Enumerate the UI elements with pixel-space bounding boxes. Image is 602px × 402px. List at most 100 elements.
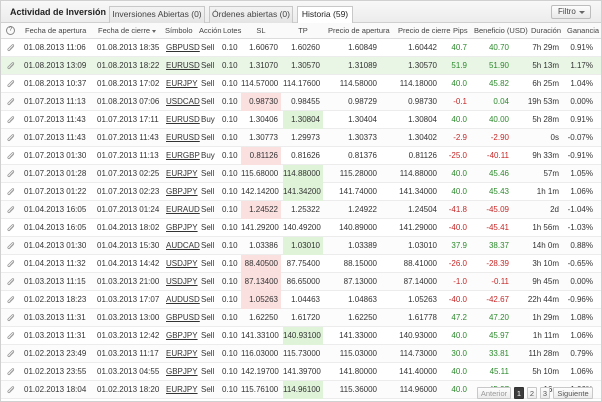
col-profit[interactable]: Beneficio (USD): [474, 26, 528, 35]
table-row[interactable]: 01.08.2013 11:06 01.08.2013 18:35 GBPUSD Se…: [1, 39, 601, 57]
paperclip-icon[interactable]: [7, 278, 16, 287]
cell-symbol[interactable]: GBPJPY: [166, 187, 198, 196]
paperclip-icon[interactable]: [7, 80, 16, 89]
filter-dropdown[interactable]: Filtro: [551, 5, 591, 19]
cell-op: 115.28000: [339, 169, 377, 178]
table-row[interactable]: 01.02.2013 18:04 01.02.2013 18:20 EURJPY Se…: [1, 381, 601, 399]
cell-action: Sell: [201, 313, 215, 322]
paperclip-icon[interactable]: [7, 170, 16, 179]
cell-dur: 16m: [543, 385, 559, 394]
paperclip-icon[interactable]: [7, 386, 16, 395]
cell-symbol[interactable]: EURGBP: [166, 151, 200, 160]
cell-symbol[interactable]: GBPUSD: [166, 313, 200, 322]
tab-open-orders[interactable]: Órdenes abiertas (0): [209, 6, 293, 23]
table-row[interactable]: 01.03.2013 11:15 01.03.2013 21:00 USDJPY Se…: [1, 273, 601, 291]
cell-symbol[interactable]: GBPJPY: [166, 367, 198, 376]
cell-op: 1.30404: [348, 115, 377, 124]
cell-sl: 87.13400: [241, 273, 281, 291]
paperclip-icon[interactable]: [7, 224, 16, 233]
cell-op: 88.15000: [343, 259, 377, 268]
table-row[interactable]: 01.08.2013 10:37 01.08.2013 17:02 EURJPY Se…: [1, 75, 601, 93]
page-2-button[interactable]: 2: [527, 387, 537, 399]
cell-symbol[interactable]: USDJPY: [166, 277, 198, 286]
paperclip-icon[interactable]: [7, 98, 16, 107]
next-page-button[interactable]: Siguiente: [553, 387, 593, 399]
paperclip-icon[interactable]: [7, 44, 16, 53]
cell-lots: 0.10: [222, 205, 238, 214]
help-circle-icon[interactable]: ?: [6, 26, 15, 35]
cell-symbol[interactable]: EURJPY: [166, 169, 198, 178]
cell-cp: 141.34000: [399, 187, 437, 196]
paperclip-icon[interactable]: [7, 368, 16, 377]
cell-symbol[interactable]: EURAUD: [166, 205, 200, 214]
table-row[interactable]: 01.07.2013 01:28 01.07.2013 02:25 EURJPY Se…: [1, 165, 601, 183]
paperclip-icon[interactable]: [7, 350, 16, 359]
col-lots[interactable]: Lotes: [223, 26, 242, 35]
page-1-button[interactable]: 1: [514, 387, 524, 399]
paperclip-icon[interactable]: [7, 134, 16, 143]
table-row[interactable]: 01.07.2013 11:13 01.08.2013 07:06 USDCAD Se…: [1, 93, 601, 111]
col-action[interactable]: Acción: [199, 26, 222, 35]
col-tp[interactable]: TP: [298, 26, 308, 35]
prev-page-button[interactable]: Anterior: [477, 387, 511, 399]
col-open-date[interactable]: Fecha de apertura: [25, 26, 87, 35]
cell-open: 01.02.2013 18:23: [24, 295, 87, 304]
paperclip-icon[interactable]: [7, 332, 16, 341]
paperclip-icon[interactable]: [7, 314, 16, 323]
cell-action: Buy: [201, 115, 215, 124]
cell-sl: 115.68000: [241, 169, 279, 178]
table-row[interactable]: 01.04.2013 01:30 01.04.2013 15:30 AUDCAD Se…: [1, 237, 601, 255]
cell-cp: 1.05263: [408, 295, 437, 304]
table-row[interactable]: 01.07.2013 01:22 01.07.2013 02:23 GBPJPY Se…: [1, 183, 601, 201]
table-row[interactable]: 01.03.2013 11:31 01.03.2013 12:42 GBPJPY Se…: [1, 327, 601, 345]
table-row[interactable]: 01.07.2013 11:43 01.07.2013 11:43 EURUSD Se…: [1, 129, 601, 147]
table-row[interactable]: 01.02.2013 18:23 01.03.2013 17:07 AUDUSD Se…: [1, 291, 601, 309]
table-row[interactable]: 01.08.2013 13:09 01.08.2013 18:22 EURUSD Se…: [1, 57, 601, 75]
paperclip-icon[interactable]: [7, 296, 16, 305]
col-pips[interactable]: Pips: [453, 26, 468, 35]
table-row[interactable]: 01.02.2013 23:55 01.03.2013 04:55 GBPJPY Se…: [1, 363, 601, 381]
col-close-price[interactable]: Precio de cierre: [398, 26, 451, 35]
table-row[interactable]: 01.02.2013 23:49 01.03.2013 11:17 EURJPY Se…: [1, 345, 601, 363]
table-row[interactable]: 01.04.2013 11:32 01.04.2013 14:42 USDJPY Se…: [1, 255, 601, 273]
cell-dur: 5h 10m: [532, 367, 559, 376]
table-row[interactable]: 01.04.2013 16:05 01.04.2013 18:02 GBPJPY Se…: [1, 219, 601, 237]
paperclip-icon[interactable]: [7, 188, 16, 197]
cell-symbol[interactable]: AUDUSD: [166, 295, 200, 304]
cell-symbol[interactable]: EURUSD: [166, 61, 200, 70]
table-row[interactable]: 01.07.2013 11:43 01.07.2013 17:11 EURUSD Bu…: [1, 111, 601, 129]
col-open-price[interactable]: Precio de apertura: [328, 26, 390, 35]
paperclip-icon[interactable]: [7, 242, 16, 251]
paperclip-icon[interactable]: [7, 260, 16, 269]
cell-symbol[interactable]: GBPJPY: [166, 223, 198, 232]
col-duration[interactable]: Duración: [531, 26, 562, 35]
cell-tp: 0.98455: [291, 97, 320, 106]
cell-symbol[interactable]: GBPJPY: [166, 331, 198, 340]
cell-symbol[interactable]: EURJPY: [166, 79, 198, 88]
cell-cp: 114.73000: [399, 349, 437, 358]
page-3-button[interactable]: 3: [540, 387, 550, 399]
tab-open-investments[interactable]: Inversiones Abiertas (0): [109, 6, 205, 23]
tab-history[interactable]: Historia (59): [297, 6, 353, 24]
table-row[interactable]: 01.07.2013 01:30 01.07.2013 11:13 EURGBP Bu…: [1, 147, 601, 165]
table-row[interactable]: 01.04.2013 16:05 01.07.2013 01:24 EURAUD Se…: [1, 201, 601, 219]
cell-symbol[interactable]: AUDCAD: [166, 241, 200, 250]
col-symbol[interactable]: Símbolo: [165, 26, 193, 35]
cell-symbol[interactable]: EURJPY: [166, 349, 198, 358]
cell-sl: 1.62250: [249, 313, 278, 322]
cell-symbol[interactable]: EURUSD: [166, 115, 200, 124]
paperclip-icon[interactable]: [7, 152, 16, 161]
col-close-date[interactable]: Fecha de cierre: [98, 23, 157, 39]
table-row[interactable]: 01.03.2013 11:31 01.03.2013 13:00 GBPUSD Se…: [1, 309, 601, 327]
col-gain[interactable]: Ganancia: [567, 26, 600, 35]
cell-symbol[interactable]: EURJPY: [166, 385, 198, 394]
cell-symbol[interactable]: USDCAD: [166, 97, 200, 106]
col-sl[interactable]: SL: [256, 26, 266, 35]
paperclip-icon[interactable]: [7, 206, 16, 215]
cell-op: 115.03000: [339, 349, 377, 358]
cell-symbol[interactable]: GBPUSD: [166, 43, 200, 52]
cell-symbol[interactable]: EURUSD: [166, 133, 200, 142]
cell-symbol[interactable]: USDJPY: [166, 259, 198, 268]
paperclip-icon[interactable]: [7, 62, 16, 71]
paperclip-icon[interactable]: [7, 116, 16, 125]
